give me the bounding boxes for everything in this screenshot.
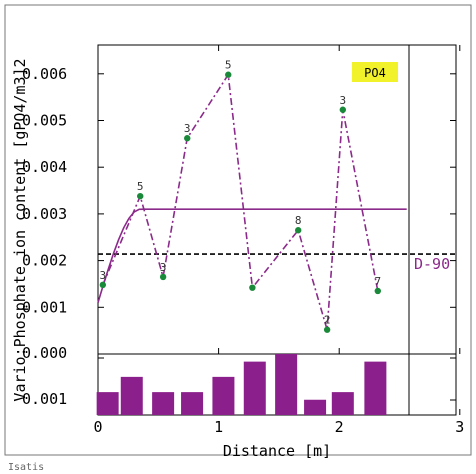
pair-count-label: 3 [100,269,107,282]
y-tick-label: 0.004 [22,158,67,176]
experimental-points: 3 5 3 3 5 8 2 3 7 [99,59,381,333]
variogram-point [159,273,167,281]
variogram-point [374,287,381,295]
histogram-bar [96,392,119,415]
histogram-bar [120,376,143,415]
pair-count-label: 5 [225,59,232,72]
variogram-point [249,284,256,291]
pair-count-label: 3 [184,122,191,135]
variogram-point [99,281,107,289]
y-axis-title: Vario:Phosphate ion content [gPO4/m3]2 [11,58,29,401]
y-tick-label: 0.001 [22,298,67,316]
variogram-point [137,192,144,200]
variance-label: D-90 [414,255,450,273]
variogram-point [225,71,232,78]
y-tick-label: 0.002 [22,252,67,270]
y-tick-label: 0.006 [22,65,67,83]
histogram-bar [212,376,235,415]
histogram-bar [275,354,298,415]
pair-count-label: 3 [160,261,167,274]
x-tick-label: 3 [455,418,464,436]
histogram-bar [181,392,204,415]
pair-count-label: 5 [137,180,144,193]
pair-count-histogram [96,354,387,415]
x-axis-title: Distance [m] [223,442,331,460]
x-tick-label: 0 [93,418,102,436]
y-tick-label: 0.005 [22,112,67,130]
histogram-bar [364,361,387,415]
x-tick-label: 1 [214,418,223,436]
outer-frame [4,4,472,456]
model-variogram-curve [97,208,407,303]
pair-count-label: 7 [374,275,381,288]
legend-label: PO4 [364,66,386,80]
experimental-variogram-line [102,72,379,330]
footer-text: Isatis [8,462,44,473]
legend-background [352,62,398,82]
x-tick-label: 2 [335,418,344,436]
upper-plot-frame [97,44,457,355]
lower-tick-label-0: 0.000 [22,344,67,362]
pair-count-label: 3 [340,94,347,107]
variogram-point [184,135,191,142]
pair-count-label: 2 [324,314,331,327]
pair-count-label: 8 [295,214,302,227]
histogram-bar [331,392,354,415]
lower-tick-label-1: 0.001 [22,390,67,408]
variogram-point [294,227,302,234]
variogram-point [323,326,331,333]
histogram-bar [152,392,175,415]
y-axis-ticks: 0.001 0.002 0.003 0.004 0.005 0.006 [22,65,456,401]
histogram-bar [243,361,266,415]
y-tick-label: 0.003 [22,205,67,223]
histogram-bar [304,399,327,415]
variogram-point [339,106,347,113]
